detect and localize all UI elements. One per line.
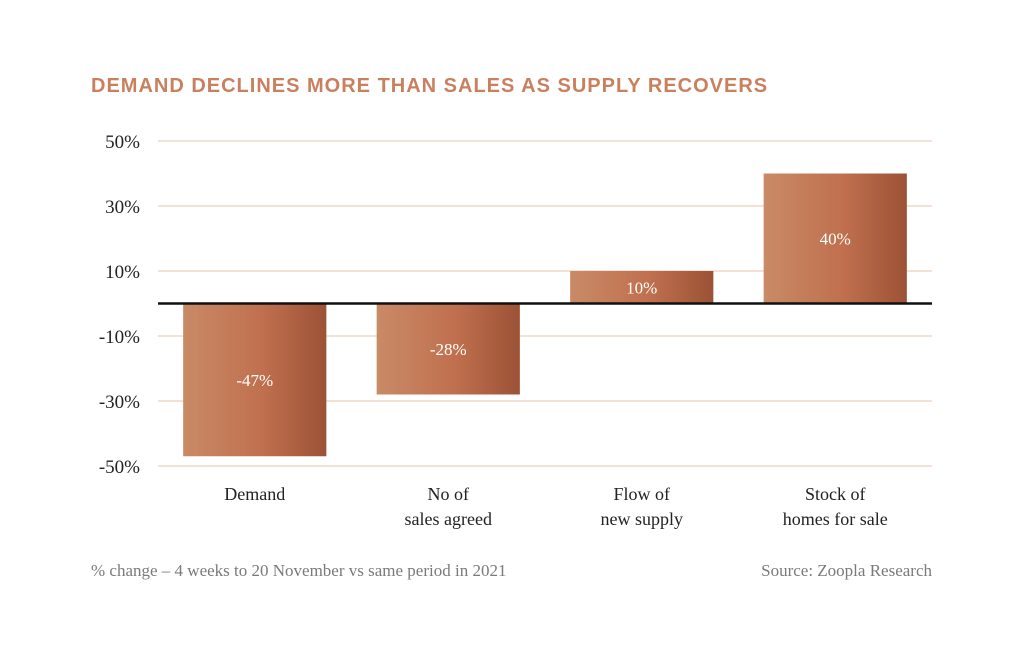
y-tick-label: 30% <box>105 197 140 218</box>
y-tick-label: 10% <box>105 262 140 283</box>
chart-title: DEMAND DECLINES MORE THAN SALES AS SUPPL… <box>91 75 768 97</box>
data-label: 40% <box>820 230 851 249</box>
data-label: 10% <box>626 278 657 297</box>
data-labels: -47% -28% 10% 40% <box>236 230 851 390</box>
y-tick-label: -10% <box>99 327 140 348</box>
category-label: Demand <box>224 484 285 504</box>
footnote: % change – 4 weeks to 20 November vs sam… <box>91 561 506 580</box>
y-tick-label: 50% <box>105 132 140 153</box>
bar <box>570 271 714 304</box>
data-label: -28% <box>430 340 467 359</box>
y-axis-ticks: 50% 30% 10% -10% -30% -50% <box>99 132 140 478</box>
category-labels: Demand No of sales agreed Flow of new supply… <box>224 484 887 529</box>
bar <box>376 303 520 395</box>
category-label: Stock of <box>805 484 866 504</box>
category-label: homes for sale <box>783 509 888 529</box>
source-note: Source: Zoopla Research <box>761 561 932 580</box>
category-label: No of <box>428 484 470 504</box>
category-label: sales agreed <box>405 509 492 529</box>
bars <box>183 173 907 457</box>
bar <box>763 173 907 304</box>
category-label: new supply <box>601 509 684 529</box>
data-label: -47% <box>236 371 273 390</box>
bar <box>183 303 327 457</box>
category-label: Flow of <box>613 484 670 504</box>
y-tick-label: -50% <box>99 457 140 478</box>
y-tick-label: -30% <box>99 392 140 413</box>
